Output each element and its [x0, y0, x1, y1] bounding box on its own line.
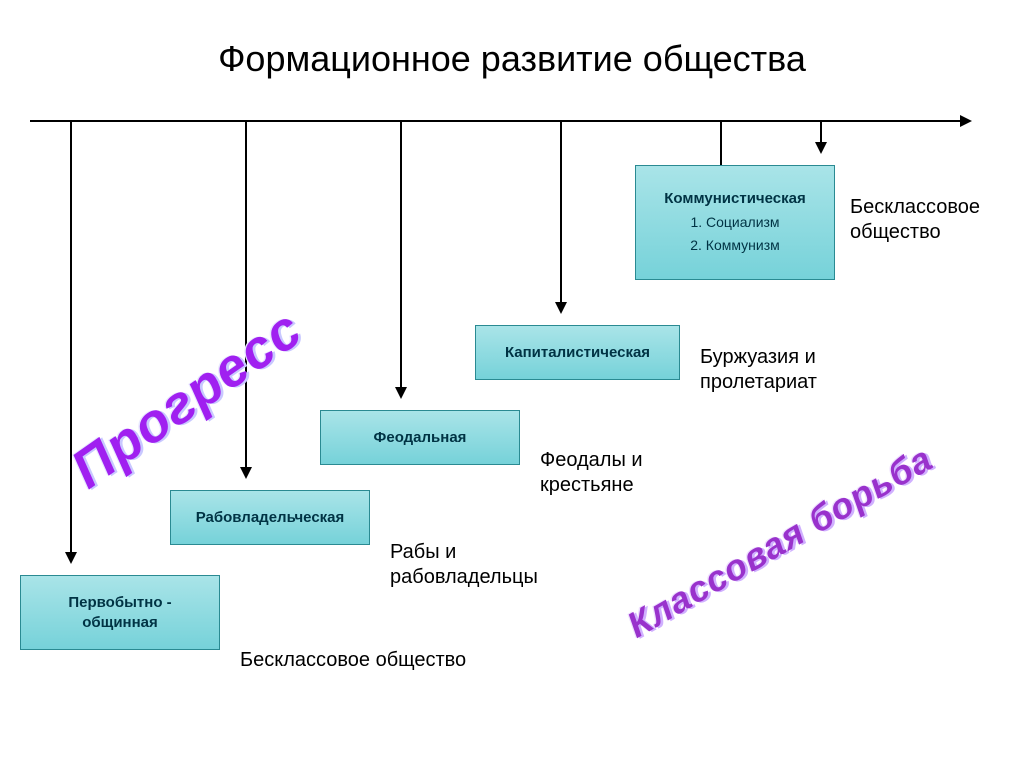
step-annotation: Буржуазия и пролетариат	[700, 345, 860, 395]
step-sublabel: 1. Социализм	[690, 213, 779, 233]
step-annotation: Рабы и рабовладельцы	[390, 540, 570, 590]
step-annotation: Бесклассовое общество	[240, 648, 466, 673]
timeline-arrow	[820, 122, 822, 152]
step-slavery: Рабовладельческая	[170, 490, 370, 545]
timeline-arrow	[245, 122, 247, 477]
step-label: Первобытно - общинная	[29, 593, 211, 632]
step-annotation: Бесклассовое общество	[850, 195, 990, 245]
step-label: Рабовладельческая	[196, 508, 345, 528]
step-label: Феодальная	[374, 428, 467, 448]
diagram-container: Первобытно - общинная Бесклассовое общес…	[20, 120, 980, 740]
timeline-arrow	[560, 122, 562, 312]
step-communist: Коммунистическая 1. Социализм 2. Коммуни…	[635, 165, 835, 280]
step-primitive: Первобытно - общинная	[20, 575, 220, 650]
step-label: Капиталистическая	[505, 343, 650, 363]
timeline-arrow	[400, 122, 402, 397]
timeline-arrow	[70, 122, 72, 562]
step-label: Коммунистическая	[664, 189, 805, 209]
step-sublabel: 2. Коммунизм	[690, 236, 780, 256]
page-title: Формационное развитие общества	[0, 38, 1024, 80]
progress-label: Прогресс	[60, 298, 313, 501]
timeline-axis	[30, 120, 970, 122]
step-feudal: Феодальная	[320, 410, 520, 465]
step-annotation: Феодалы и крестьяне	[540, 448, 690, 498]
step-capitalist: Капиталистическая	[475, 325, 680, 380]
